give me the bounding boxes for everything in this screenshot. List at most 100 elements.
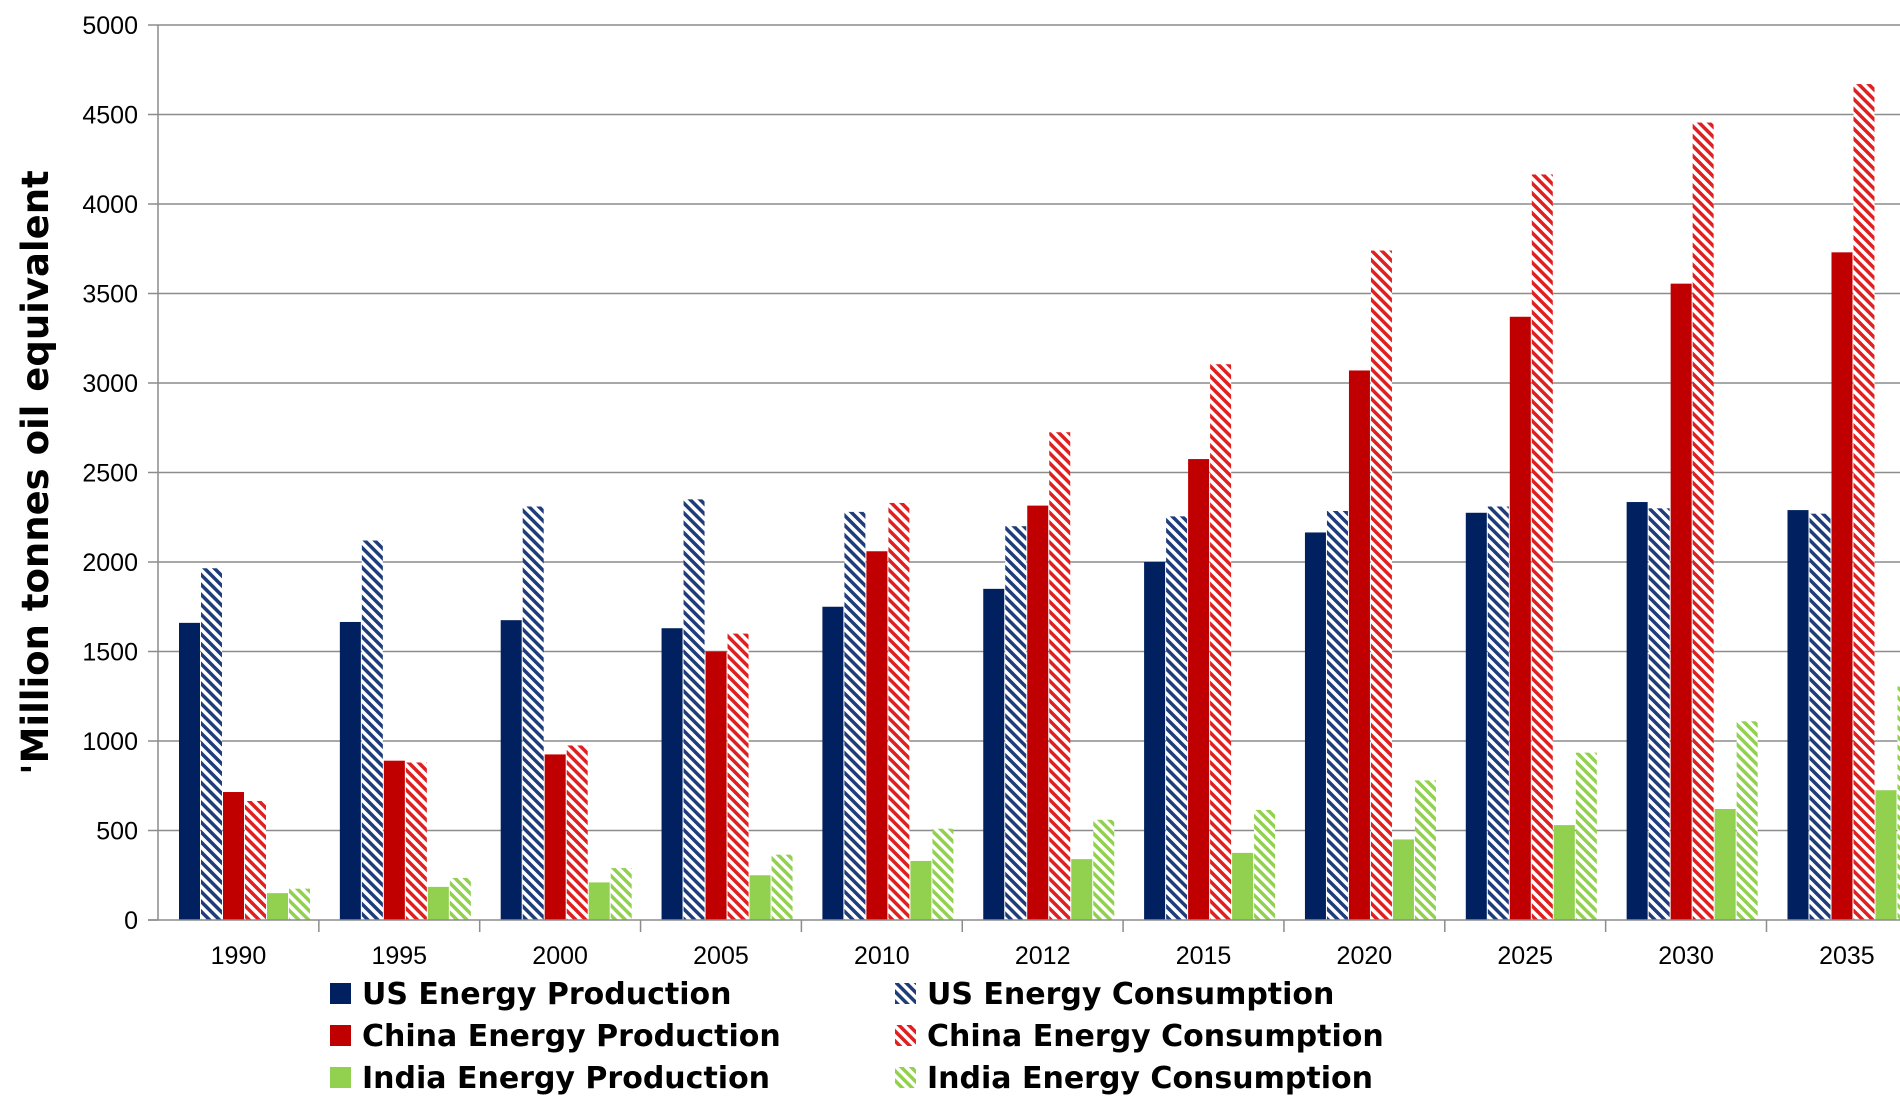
y-tick-label: 2500 <box>82 460 138 488</box>
x-tick-label: 2012 <box>1015 942 1071 970</box>
bar-china-energy-production-2015 <box>1188 459 1210 920</box>
bar-china-energy-consumption-2015 <box>1210 364 1232 921</box>
legend-swatch <box>895 1025 916 1046</box>
bar-china-energy-consumption-2005 <box>727 633 749 920</box>
legend: US Energy Production US Energy Consumptio… <box>330 977 1384 1096</box>
x-tick-label: 2000 <box>532 942 588 970</box>
legend-label: China Energy Production <box>362 1019 781 1054</box>
y-tick-label: 3000 <box>82 370 138 398</box>
bar-china-energy-consumption-2020 <box>1370 250 1392 921</box>
bar-india-energy-production-2000 <box>588 882 610 920</box>
bar-us-energy-production-2005 <box>661 628 683 920</box>
bar-china-energy-consumption-1995 <box>405 762 427 920</box>
bar-china-energy-consumption-1990 <box>245 800 266 920</box>
x-tick-label: 2005 <box>693 942 749 970</box>
axes <box>148 25 1900 921</box>
bar-india-energy-production-2020 <box>1392 839 1414 920</box>
bar-china-energy-production-2025 <box>1509 316 1531 920</box>
y-tick-label: 4500 <box>82 102 138 130</box>
y-tick-label: 0 <box>124 907 138 935</box>
y-tick-label: 4000 <box>82 191 138 219</box>
bar-india-energy-consumption-1990 <box>289 888 310 920</box>
bar-china-energy-consumption-2012 <box>1049 432 1071 920</box>
bar-us-energy-production-2012 <box>983 588 1005 920</box>
legend-label: India Energy Consumption <box>927 1061 1373 1096</box>
bar-us-energy-production-1990 <box>179 622 200 920</box>
bar-china-energy-production-2030 <box>1670 283 1692 920</box>
legend-swatch <box>895 1067 916 1088</box>
bar-china-energy-production-2005 <box>705 651 727 920</box>
gridlines <box>158 24 1900 832</box>
x-tick-label: 1990 <box>211 942 267 970</box>
legend-swatch <box>895 983 916 1004</box>
y-tick-label: 3500 <box>82 281 138 309</box>
bar-india-energy-consumption-2005 <box>771 854 793 920</box>
bar-china-energy-consumption-2010 <box>888 502 910 920</box>
bar-us-energy-production-2000 <box>500 620 522 920</box>
legend-label: US Energy Production <box>362 977 731 1012</box>
legend-label: China Energy Consumption <box>927 1019 1384 1054</box>
bar-us-energy-consumption-1990 <box>201 568 222 920</box>
bar-china-energy-production-2000 <box>544 754 566 920</box>
legend-swatch <box>330 1025 351 1046</box>
x-tick-label: 2020 <box>1337 942 1393 970</box>
bar-india-energy-consumption-2000 <box>610 868 632 920</box>
y-axis-label: 'Million tonnes oil equivalent <box>14 170 57 774</box>
x-tick-label: 2030 <box>1658 942 1714 970</box>
bar-china-energy-consumption-2000 <box>566 745 588 920</box>
bar-us-energy-consumption-2010 <box>844 511 866 920</box>
bar-india-energy-production-2015 <box>1232 852 1254 920</box>
bar-us-energy-consumption-2012 <box>1005 526 1027 920</box>
bar-china-energy-production-2012 <box>1027 505 1049 920</box>
legend-label: India Energy Production <box>362 1061 770 1096</box>
bar-india-energy-production-1990 <box>267 893 288 920</box>
bar-us-energy-production-2010 <box>822 606 844 920</box>
bar-india-energy-consumption-2030 <box>1736 721 1758 920</box>
bar-india-energy-consumption-1995 <box>449 877 471 920</box>
bar-india-energy-consumption-2010 <box>932 828 954 920</box>
x-tick-label: 2035 <box>1819 942 1875 970</box>
bar-us-energy-consumption-1995 <box>361 540 383 920</box>
bar-us-energy-consumption-2025 <box>1487 506 1509 920</box>
x-tick-label: 2025 <box>1497 942 1553 970</box>
y-tick-label: 1000 <box>82 728 138 756</box>
bar-us-energy-consumption-2005 <box>683 499 705 920</box>
bar-china-energy-production-2035 <box>1831 252 1853 920</box>
bar-us-energy-consumption-2020 <box>1326 510 1348 920</box>
bar-india-energy-consumption-2012 <box>1093 819 1115 920</box>
bar-us-energy-production-2025 <box>1465 512 1487 920</box>
bar-india-energy-production-2005 <box>749 875 771 920</box>
bar-india-energy-production-1995 <box>427 886 449 920</box>
bar-china-energy-production-1990 <box>223 792 244 920</box>
x-axis-ticks: 1990 1995 2000 2005 2010 2012 2015 2020 2025 2030… <box>211 920 1875 970</box>
bar-india-energy-production-2030 <box>1714 809 1736 920</box>
bar-india-energy-consumption-2015 <box>1254 809 1276 920</box>
bar-us-energy-consumption-2000 <box>522 506 544 920</box>
x-tick-label: 2010 <box>854 942 910 970</box>
bar-china-energy-production-2020 <box>1348 370 1370 921</box>
bar-us-energy-consumption-2030 <box>1648 508 1670 920</box>
bar-us-energy-production-2020 <box>1304 532 1326 920</box>
bar-china-energy-consumption-2025 <box>1531 174 1553 921</box>
bar-india-energy-production-2012 <box>1071 859 1093 920</box>
bar-india-energy-consumption-2020 <box>1414 780 1436 920</box>
bar-china-energy-consumption-2035 <box>1853 84 1875 920</box>
bar-us-energy-production-2030 <box>1626 502 1648 920</box>
bar-us-energy-consumption-2015 <box>1166 516 1188 920</box>
bar-india-energy-production-2035 <box>1875 790 1897 920</box>
legend-swatch <box>330 1067 351 1088</box>
bar-india-energy-consumption-2035 <box>1897 686 1900 920</box>
bar-us-energy-consumption-2035 <box>1809 513 1831 920</box>
legend-label: US Energy Consumption <box>927 977 1334 1012</box>
bar-us-energy-production-2015 <box>1144 562 1166 920</box>
bar-india-energy-production-2010 <box>910 860 932 920</box>
bar-china-energy-production-1995 <box>383 760 405 920</box>
y-tick-label: 500 <box>96 818 138 846</box>
bar-us-energy-production-2035 <box>1787 510 1809 920</box>
y-axis-ticks: 0 500 1000 1500 2000 2500 3000 3500 4000 4500 5000 <box>82 12 158 935</box>
x-tick-label: 1995 <box>371 942 427 970</box>
bars <box>179 84 1900 921</box>
legend-swatch <box>330 983 351 1004</box>
y-tick-label: 1500 <box>82 639 138 667</box>
